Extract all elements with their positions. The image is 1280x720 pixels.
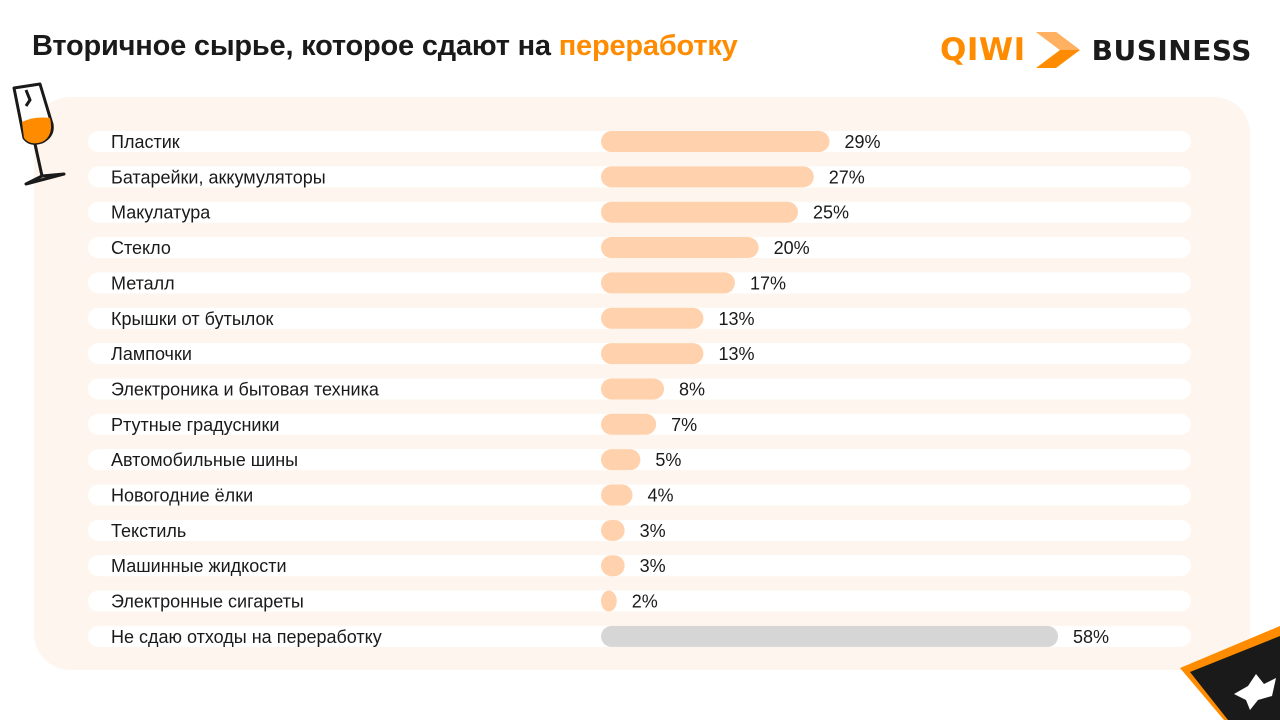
bar: [601, 166, 814, 188]
brand-logo: QIWI BUSINESS: [940, 28, 1252, 72]
bar: [601, 131, 830, 152]
bar: [601, 378, 665, 400]
bar: [601, 625, 1059, 647]
bar-track: [88, 519, 1191, 541]
value-label: 8%: [679, 379, 705, 399]
value-label: 25%: [813, 203, 849, 223]
brand-qiwi: QIWI: [940, 32, 1026, 68]
value-label: 4%: [648, 486, 674, 506]
value-label: 13%: [718, 309, 754, 329]
bar: [601, 272, 735, 294]
value-label: 13%: [718, 344, 754, 364]
value-label: 5%: [655, 450, 681, 470]
bar: [601, 590, 617, 612]
value-label: 17%: [750, 273, 786, 293]
bar: [601, 201, 798, 223]
value-label: 3%: [640, 521, 666, 541]
category-label: Электроника и бытовая техника: [111, 379, 380, 399]
category-label: Новогодние ёлки: [111, 486, 253, 506]
bar: [601, 555, 625, 577]
bar: [601, 343, 704, 365]
category-label: Не сдаю отходы на переработку: [111, 627, 382, 647]
brand-business: BUSINESS: [1091, 33, 1252, 67]
qiwi-chevron-icon: [1035, 32, 1080, 68]
value-label: 58%: [1073, 627, 1109, 647]
bird-decoration-icon: [1180, 626, 1280, 720]
value-label: 3%: [640, 556, 666, 576]
category-label: Текстиль: [111, 521, 186, 541]
category-label: Автомобильные шины: [111, 450, 298, 470]
bar: [601, 449, 641, 471]
bar-track: [88, 484, 1191, 506]
category-label: Батарейки, аккумуляторы: [111, 167, 326, 187]
page-title: Вторичное сырье, которое сдают на перера…: [32, 30, 738, 63]
value-label: 20%: [774, 238, 810, 258]
title-accent: переработку: [558, 30, 738, 62]
title-main: Вторичное сырье, которое сдают на: [32, 30, 559, 62]
bar: [601, 307, 704, 329]
category-label: Машинные жидкости: [111, 556, 287, 576]
category-label: Металл: [111, 273, 175, 293]
value-label: 2%: [632, 592, 658, 612]
value-label: 27%: [829, 167, 865, 187]
category-label: Стекло: [111, 238, 171, 258]
category-label: Электронные сигареты: [111, 592, 304, 612]
bar: [601, 237, 759, 259]
category-label: Пластик: [111, 132, 180, 152]
wine-glass-icon: [12, 82, 66, 186]
category-label: Ртутные градусники: [111, 415, 279, 435]
value-label: 29%: [845, 132, 881, 152]
category-label: Макулатура: [111, 203, 211, 223]
value-label: 7%: [671, 415, 697, 435]
bar: [601, 519, 625, 541]
bar-track: [88, 590, 1191, 612]
category-label: Крышки от бутылок: [111, 309, 273, 329]
bar: [601, 413, 657, 435]
bar-track: [88, 555, 1191, 577]
category-label: Лампочки: [111, 344, 192, 364]
bar: [601, 484, 633, 506]
